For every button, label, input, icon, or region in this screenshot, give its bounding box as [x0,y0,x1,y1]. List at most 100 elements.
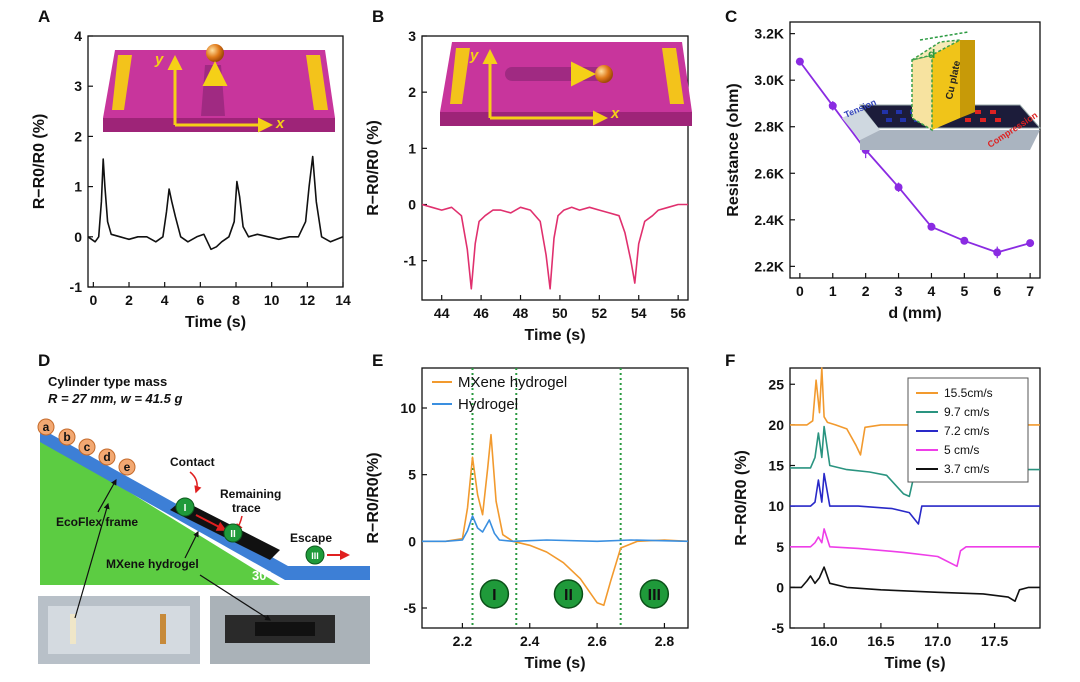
stage-marker-label-e: II [564,587,573,604]
y-tick-label-b: 2 [408,84,416,100]
remaining-label-2: trace [232,501,261,515]
x-tick-label-a: 8 [232,292,240,308]
stage-i-ball-label: I [184,503,187,514]
data-point-c [960,236,969,245]
y-tick-label-a: 4 [74,28,82,44]
x-axis-label-c: d (mm) [888,305,941,322]
chart-b: 44 46 48 50 52 54 56 -1 0 1 2 3 Time (s) R−R0/R0 (%) [365,28,689,344]
x-tick-label-a: 14 [335,292,351,308]
y-tick-label-c: 3.2K [754,26,784,42]
x-tick-label-c: 0 [796,283,804,299]
stage-i-ball [175,497,195,517]
x-tick-label-c: 5 [960,283,968,299]
plot-frame-f [789,367,1041,629]
chart-c: 0 1 2 3 4 5 6 7 2.2K 2.4K 2.6K 2.8K 3.0K 3.2K d (mm) Re… [725,21,1041,322]
x-tick-label-b: 52 [592,305,608,321]
plot-frame-e [421,367,689,629]
drop-position-ball [98,448,116,466]
stage-marker-label-e: III [648,587,661,604]
x-tick-label-f: 16.5 [867,633,894,649]
ecoflex-label: EcoFlex frame [56,515,138,529]
legend-label-e: MXene hydrogel [458,374,567,391]
inset-b-y-label: y [469,47,479,64]
x-tick-label-c: 3 [895,283,903,299]
angle-label: 30° [252,568,272,583]
y-tick-label-c: 3.0K [754,72,784,88]
y-axis-label-e: R−R0/R0(%) [365,452,382,543]
x-tick-label-e: 2.6 [587,633,607,649]
series-line-c-0 [799,61,1031,254]
x-axis-label-b: Time (s) [524,327,585,344]
y-tick-label-e: 0 [408,533,416,549]
y-tick-label-f: 20 [768,417,784,433]
legend-label-e: Hydrogel [458,396,518,413]
y-tick-label-a: 0 [74,229,82,245]
data-point-c [795,57,804,66]
drop-position-label: d [103,450,110,464]
y-tick-label-f: 0 [776,579,784,595]
drop-position-label: e [124,460,131,474]
y-tick-label-c: 2.6K [754,165,784,181]
panel-d-subtitle: R = 27 mm, w = 41.5 g [48,391,182,406]
y-tick-label-b: 3 [408,28,416,44]
x-tick-label-e: 2.8 [655,633,675,649]
y-tick-label-f: 5 [776,539,784,555]
x-tick-label-a: 6 [196,292,204,308]
legend-label-f: 7.2 cm/s [944,424,989,438]
x-tick-label-f: 17.5 [981,633,1008,649]
x-tick-label-c: 2 [862,283,870,299]
y-tick-label-e: -5 [404,600,417,616]
data-point-c [1026,239,1035,248]
stage-ii-ball [223,523,243,543]
x-tick-label-c: 1 [829,283,837,299]
panel-label-d: D [38,351,50,370]
panel-label-e: E [372,351,383,370]
series-line-f-0 [790,367,1040,456]
legend-label-f: 3.7 cm/s [944,462,989,476]
y-tick-label-a: -1 [70,279,83,295]
remaining-label-1: Remaining [220,487,281,501]
legend-label-f: 15.5cm/s [944,386,993,400]
y-axis-label-a: R−R0/R0 (%) [31,114,48,210]
data-point-c [993,248,1002,257]
stage-marker-label-e: I [492,587,496,604]
drop-position-ball [118,458,136,476]
inset-a-illustration: y x [103,44,335,133]
drop-position-label: a [43,420,50,434]
x-tick-label-a: 4 [161,292,169,308]
series-line-e-1 [422,515,689,543]
x-tick-label-a: 0 [89,292,97,308]
y-axis-label-b: R−R0/R0 (%) [365,120,382,216]
x-tick-label-c: 6 [993,283,1001,299]
panel-label-c: C [725,7,737,26]
x-tick-label-b: 56 [670,305,686,321]
x-tick-label-a: 2 [125,292,133,308]
data-point-c [927,222,936,231]
y-tick-label-b: 1 [408,140,416,156]
y-tick-label-b: -1 [404,253,417,269]
stage-iii-ball [305,545,325,565]
y-tick-label-a: 3 [74,78,82,94]
y-tick-label-f: 25 [768,376,784,392]
drop-position-label: c [84,440,91,454]
stage-ii-ball-label: II [230,529,236,540]
inset-b-x-label: x [610,105,620,122]
x-tick-label-b: 50 [552,305,568,321]
y-tick-label-f: -5 [772,620,785,636]
y-tick-label-c: 2.8K [754,119,784,135]
y-tick-label-f: 15 [768,458,784,474]
x-tick-label-f: 16.0 [810,633,837,649]
y-tick-label-b: 0 [408,197,416,213]
drop-position-label: b [63,430,70,444]
x-axis-label-f: Time (s) [884,655,945,672]
y-tick-label-f: 10 [768,498,784,514]
plot-frame-a [87,35,344,288]
x-tick-label-c: 4 [928,283,936,299]
drop-position-ball [37,418,55,436]
contact-label: Contact [170,455,215,469]
x-axis-label-e: Time (s) [524,655,585,672]
panel-d-title: Cylinder type mass [48,374,167,389]
x-tick-label-e: 2.2 [453,633,473,649]
